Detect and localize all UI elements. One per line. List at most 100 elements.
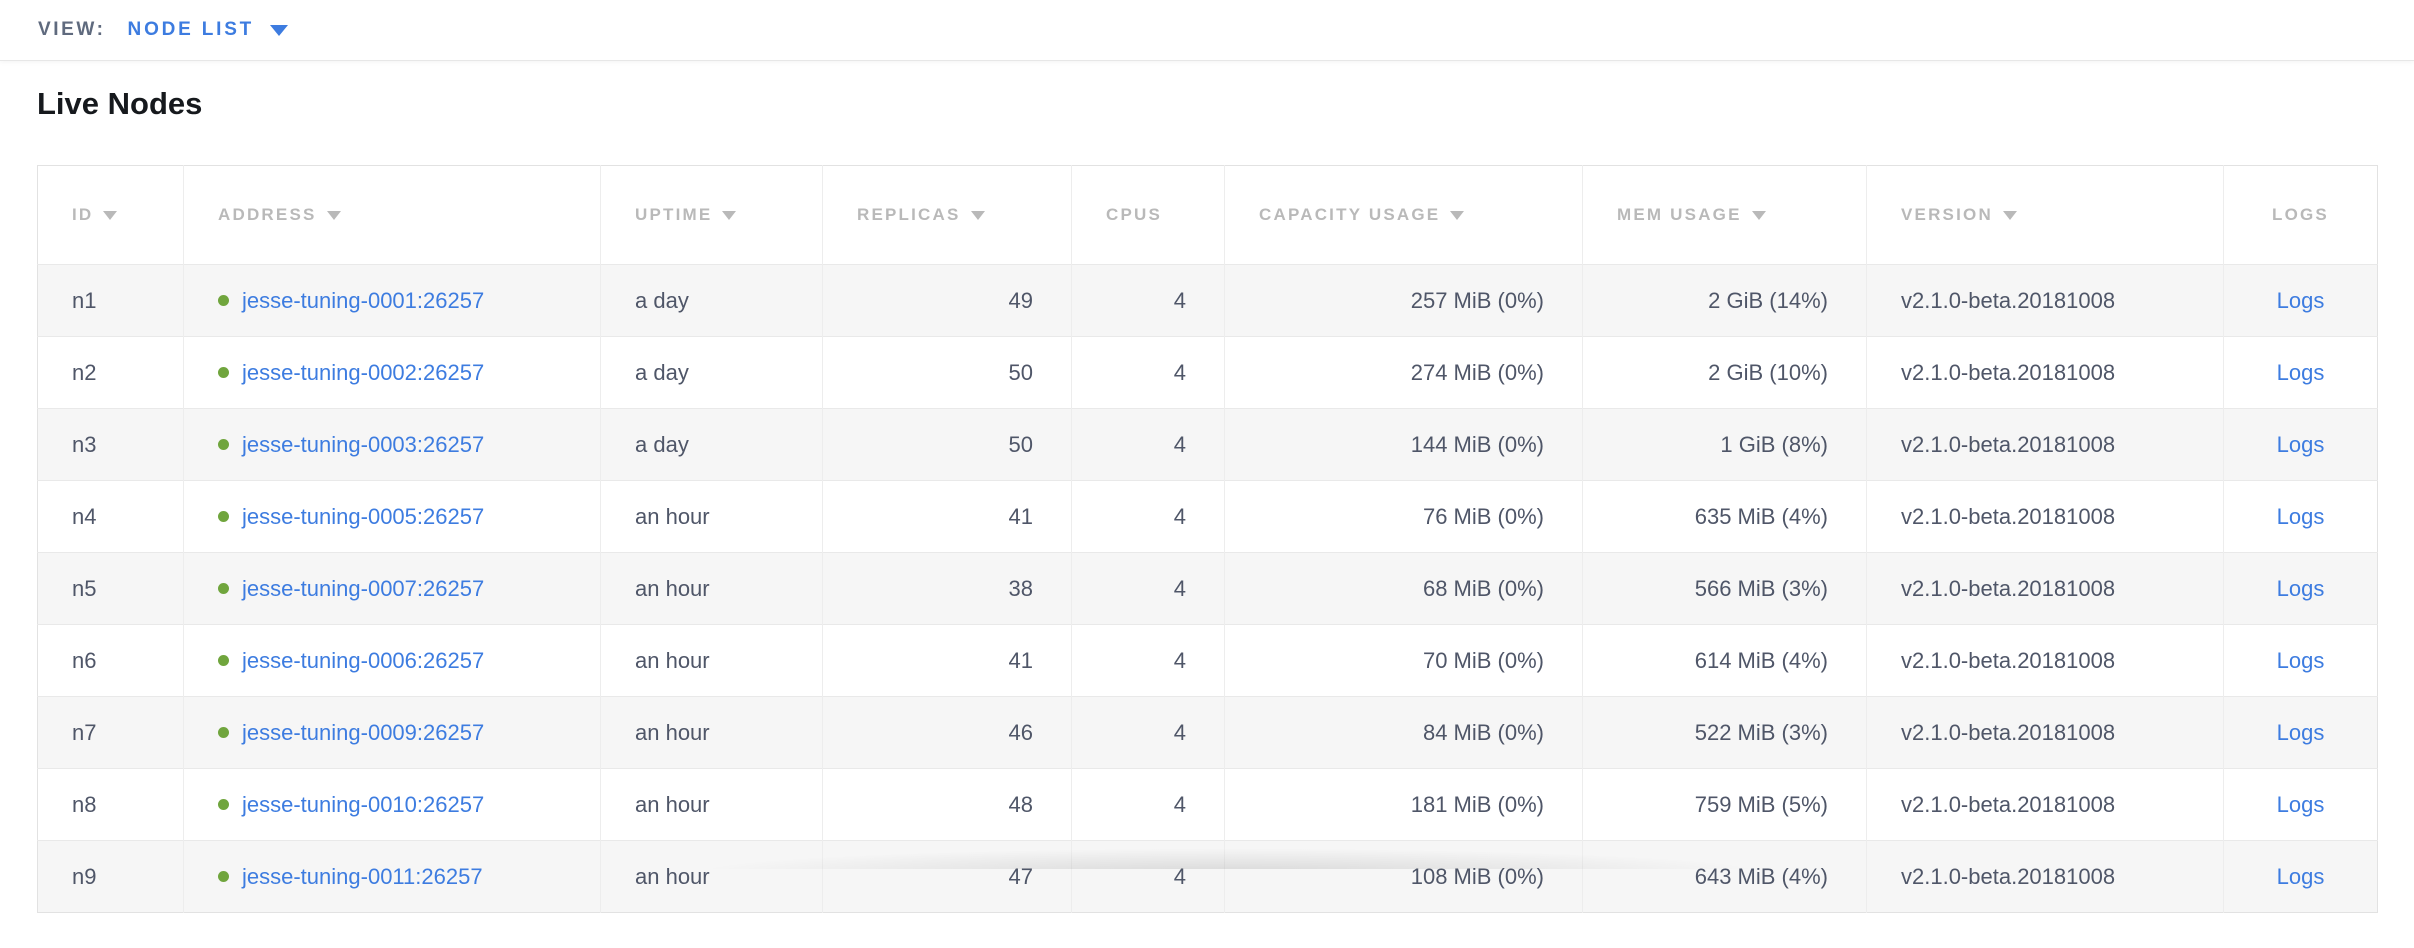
node-capacity-usage-cell: 68 MiB (0%) — [1224, 552, 1583, 625]
node-address-link[interactable]: jesse-tuning-0010:26257 — [242, 791, 485, 817]
node-address-cell: jesse-tuning-0005:26257 — [183, 480, 601, 553]
node-logs-link[interactable]: Logs — [2276, 863, 2325, 889]
node-live-status-icon — [218, 870, 229, 882]
column-header-label: REPLICAS — [857, 205, 961, 224]
node-id-cell: n3 — [37, 408, 184, 481]
node-address-cell: jesse-tuning-0002:26257 — [183, 336, 601, 409]
sort-desc-icon — [326, 211, 341, 220]
live-nodes-table: ID ADDRESS UPTIME REPLICAS CPUS CAPACITY… — [37, 165, 2378, 913]
column-header-label: CPUS — [1106, 205, 1163, 224]
node-address-link[interactable]: jesse-tuning-0003:26257 — [242, 431, 485, 457]
node-table-row: n8 jesse-tuning-0010:26257 an hour 48 4 … — [37, 768, 2378, 841]
column-header-address[interactable]: ADDRESS — [183, 165, 601, 265]
column-header-version[interactable]: VERSION — [1866, 165, 2224, 265]
node-mem-usage-cell: 643 MiB (4%) — [1582, 840, 1867, 913]
node-id-cell: n8 — [37, 768, 184, 841]
node-capacity-usage-cell: 257 MiB (0%) — [1224, 264, 1583, 337]
node-logs-cell: Logs — [2223, 552, 2378, 625]
node-address-link[interactable]: jesse-tuning-0002:26257 — [242, 359, 485, 385]
caret-down-icon — [270, 24, 289, 36]
node-mem-usage-cell: 635 MiB (4%) — [1582, 480, 1867, 553]
node-table-row: n1 jesse-tuning-0001:26257 a day 49 4 25… — [37, 264, 2378, 337]
node-replicas-cell: 47 — [822, 840, 1072, 913]
node-capacity-usage-cell: 181 MiB (0%) — [1224, 768, 1583, 841]
node-logs-cell: Logs — [2223, 840, 2378, 913]
view-label: VIEW: — [38, 19, 106, 40]
node-table-body: n1 jesse-tuning-0001:26257 a day 49 4 25… — [37, 264, 2378, 913]
node-mem-usage-cell: 2 GiB (14%) — [1582, 264, 1867, 337]
node-address-link[interactable]: jesse-tuning-0011:26257 — [242, 863, 483, 889]
node-address-link[interactable]: jesse-tuning-0007:26257 — [242, 575, 485, 601]
node-version-cell: v2.1.0-beta.20181008 — [1866, 480, 2224, 553]
node-table-row: n6 jesse-tuning-0006:26257 an hour 41 4 … — [37, 624, 2378, 697]
view-bar: VIEW: NODE LIST — [0, 0, 2414, 61]
column-header-label: MEM USAGE — [1617, 205, 1742, 224]
node-version-cell: v2.1.0-beta.20181008 — [1866, 696, 2224, 769]
column-header-capacity-usage[interactable]: CAPACITY USAGE — [1224, 165, 1583, 265]
node-logs-link[interactable]: Logs — [2276, 431, 2325, 457]
node-address-cell: jesse-tuning-0003:26257 — [183, 408, 601, 481]
node-replicas-cell: 50 — [822, 336, 1072, 409]
view-selector-dropdown[interactable]: NODE LIST — [128, 19, 289, 41]
node-address-cell: jesse-tuning-0001:26257 — [183, 264, 601, 337]
column-header-replicas[interactable]: REPLICAS — [822, 165, 1072, 265]
sort-desc-icon — [1751, 211, 1766, 220]
node-address-cell: jesse-tuning-0011:26257 — [183, 840, 601, 913]
node-live-status-icon — [218, 798, 229, 810]
node-replicas-cell: 41 — [822, 624, 1072, 697]
node-version-cell: v2.1.0-beta.20181008 — [1866, 336, 2224, 409]
node-uptime-cell: a day — [600, 408, 823, 481]
node-logs-link[interactable]: Logs — [2276, 791, 2325, 817]
sort-desc-icon — [2002, 211, 2017, 220]
sort-desc-icon — [1450, 211, 1465, 220]
node-id-cell: n7 — [37, 696, 184, 769]
node-logs-link[interactable]: Logs — [2276, 575, 2325, 601]
node-uptime-cell: an hour — [600, 552, 823, 625]
node-logs-link[interactable]: Logs — [2276, 359, 2325, 385]
node-live-status-icon — [218, 726, 229, 738]
node-live-status-icon — [218, 366, 229, 378]
node-table-row: n9 jesse-tuning-0011:26257 an hour 47 4 … — [37, 840, 2378, 913]
node-cpus-cell: 4 — [1071, 336, 1225, 409]
node-live-status-icon — [218, 438, 229, 450]
column-header-cpus: CPUS — [1071, 165, 1225, 265]
node-mem-usage-cell: 522 MiB (3%) — [1582, 696, 1867, 769]
node-replicas-cell: 49 — [822, 264, 1072, 337]
node-address-link[interactable]: jesse-tuning-0009:26257 — [242, 719, 485, 745]
node-mem-usage-cell: 2 GiB (10%) — [1582, 336, 1867, 409]
node-cpus-cell: 4 — [1071, 696, 1225, 769]
node-logs-link[interactable]: Logs — [2276, 647, 2325, 673]
node-version-cell: v2.1.0-beta.20181008 — [1866, 552, 2224, 625]
node-replicas-cell: 48 — [822, 768, 1072, 841]
node-id-cell: n5 — [37, 552, 184, 625]
column-header-id[interactable]: ID — [37, 165, 184, 265]
node-capacity-usage-cell: 70 MiB (0%) — [1224, 624, 1583, 697]
column-header-label: VERSION — [1901, 205, 1993, 224]
node-uptime-cell: an hour — [600, 840, 823, 913]
column-header-uptime[interactable]: UPTIME — [600, 165, 823, 265]
node-version-cell: v2.1.0-beta.20181008 — [1866, 624, 2224, 697]
node-address-link[interactable]: jesse-tuning-0006:26257 — [242, 647, 485, 673]
column-header-label: CAPACITY USAGE — [1259, 205, 1441, 224]
node-version-cell: v2.1.0-beta.20181008 — [1866, 408, 2224, 481]
node-cpus-cell: 4 — [1071, 552, 1225, 625]
node-uptime-cell: a day — [600, 264, 823, 337]
node-version-cell: v2.1.0-beta.20181008 — [1866, 840, 2224, 913]
node-cpus-cell: 4 — [1071, 768, 1225, 841]
column-header-mem-usage[interactable]: MEM USAGE — [1582, 165, 1867, 265]
node-mem-usage-cell: 759 MiB (5%) — [1582, 768, 1867, 841]
view-selected-value: NODE LIST — [127, 19, 255, 40]
node-logs-link[interactable]: Logs — [2276, 503, 2325, 529]
node-table-row: n3 jesse-tuning-0003:26257 a day 50 4 14… — [37, 408, 2378, 481]
node-address-cell: jesse-tuning-0007:26257 — [183, 552, 601, 625]
node-address-link[interactable]: jesse-tuning-0001:26257 — [242, 287, 485, 313]
node-id-cell: n9 — [37, 840, 184, 913]
node-id-cell: n2 — [37, 336, 184, 409]
node-uptime-cell: an hour — [600, 480, 823, 553]
node-uptime-cell: an hour — [600, 696, 823, 769]
node-address-link[interactable]: jesse-tuning-0005:26257 — [242, 503, 485, 529]
node-logs-link[interactable]: Logs — [2276, 287, 2325, 313]
node-logs-link[interactable]: Logs — [2276, 719, 2325, 745]
column-header-label: ID — [72, 205, 94, 224]
node-logs-cell: Logs — [2223, 480, 2378, 553]
